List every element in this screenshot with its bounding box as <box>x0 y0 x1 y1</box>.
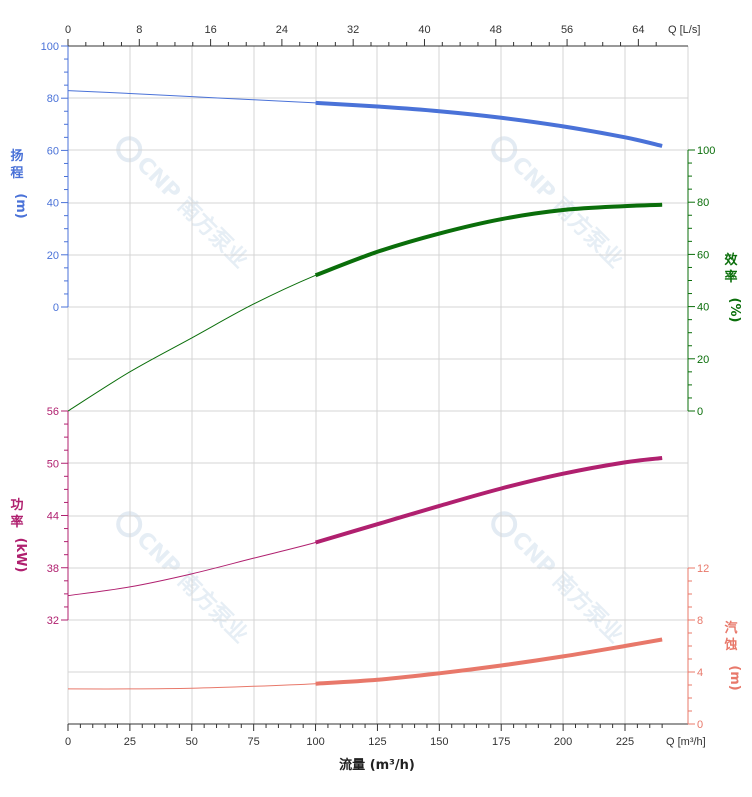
x-top-tick-label-6: 48 <box>490 24 502 36</box>
series-operating-efficiency <box>314 202 663 278</box>
npsh-tick-label-1: 4 <box>697 667 703 679</box>
axes-group: 0 25 50 75 100 125 150 175 200 225 Q [m³/h]0 8 16 24 3… <box>41 24 716 748</box>
efficiency-axis-label-char-0: 效 <box>724 252 738 268</box>
x-bottom-tick-label-4: 100 <box>306 736 324 748</box>
efficiency-tick-label-4: 80 <box>697 197 709 209</box>
head-axis-label-unit: (m) <box>13 193 28 218</box>
efficiency-tick-label-3: 60 <box>697 249 709 261</box>
x-top-tick-label-5: 40 <box>418 24 430 36</box>
x-top-tick-label-3: 24 <box>276 24 288 36</box>
npsh-axis-label-unit: (m) <box>727 665 742 690</box>
x-top-tick-label-7: 56 <box>561 24 573 36</box>
x-bottom-tick-label-2: 50 <box>186 736 198 748</box>
watermark-2: CNP 南方泵业 <box>116 511 253 648</box>
x-top-tick-label-1: 8 <box>136 24 142 36</box>
x-top-tick-label-8: 64 <box>632 24 644 36</box>
x-bottom-unit-label: Q [m³/h] <box>666 736 706 748</box>
power-tick-label-3: 50 <box>47 458 59 470</box>
head-tick-label-3: 60 <box>47 145 59 157</box>
power-axis-label-unit: (kW) <box>13 538 28 573</box>
efficiency-tick-label-5: 100 <box>697 145 715 157</box>
series-operating-power <box>314 456 663 545</box>
watermark-logo-icon <box>116 136 143 163</box>
x-top-tick-label-4: 32 <box>347 24 359 36</box>
head-axis-label-char-1: 程 <box>10 166 23 181</box>
head-tick-label-2: 40 <box>47 198 59 210</box>
x-bottom-tick-label-3: 75 <box>248 736 260 748</box>
axis-labels: 扬程(m)功率(kW)效率(%)汽蚀(m)流量 (m³/h) <box>10 148 742 773</box>
watermark-text: CNP 南方泵业 <box>506 526 628 648</box>
curves-group <box>67 90 663 690</box>
head-axis-label-char-0: 扬 <box>10 148 23 164</box>
x-top-tick-label-2: 16 <box>204 24 216 36</box>
npsh-tick-label-3: 12 <box>697 563 709 575</box>
x-bottom-tick-label-9: 225 <box>616 736 634 748</box>
head-tick-label-4: 80 <box>47 93 59 105</box>
power-tick-label-0: 32 <box>47 615 59 627</box>
npsh-axis-label-char-0: 汽 <box>724 620 737 636</box>
efficiency-axis-label-unit: (%) <box>727 298 742 323</box>
power-tick-label-4: 56 <box>47 406 59 418</box>
power-tick-label-2: 44 <box>47 511 59 523</box>
series-thin-head <box>67 90 663 147</box>
watermark-logo-icon <box>491 136 518 163</box>
efficiency-axis-label-char-1: 率 <box>724 269 737 285</box>
series-operating-npsh <box>315 637 663 686</box>
x-top-tick-label-0: 0 <box>65 24 71 36</box>
head-tick-label-1: 20 <box>47 250 59 262</box>
watermark-logo-icon <box>116 511 143 538</box>
x-bottom-tick-label-7: 175 <box>492 736 510 748</box>
series-operating-head <box>315 100 663 148</box>
power-axis-label-char-1: 率 <box>10 514 23 530</box>
x-bottom-tick-label-5: 125 <box>368 736 386 748</box>
efficiency-tick-label-1: 20 <box>697 354 709 366</box>
watermark-logo-icon <box>491 511 518 538</box>
npsh-tick-label-2: 8 <box>697 615 703 627</box>
power-axis-label-char-0: 功 <box>10 498 23 513</box>
npsh-axis-label-char-1: 蚀 <box>723 637 737 653</box>
watermark-3: CNP 南方泵业 <box>491 511 628 648</box>
efficiency-tick-label-2: 40 <box>697 302 709 314</box>
x-bottom-tick-label-8: 200 <box>554 736 572 748</box>
head-tick-label-0: 0 <box>53 302 59 314</box>
x-bottom-tick-label-1: 25 <box>124 736 136 748</box>
npsh-tick-label-0: 0 <box>697 719 703 731</box>
power-tick-label-1: 38 <box>47 563 59 575</box>
efficiency-tick-label-0: 0 <box>697 406 703 418</box>
x-bottom-tick-label-0: 0 <box>65 736 71 748</box>
x-top-unit-label: Q [L/s] <box>668 24 700 36</box>
x-bottom-tick-label-6: 150 <box>430 736 448 748</box>
head-tick-label-5: 100 <box>41 41 59 53</box>
x-axis-title: 流量 (m³/h) <box>339 757 415 773</box>
